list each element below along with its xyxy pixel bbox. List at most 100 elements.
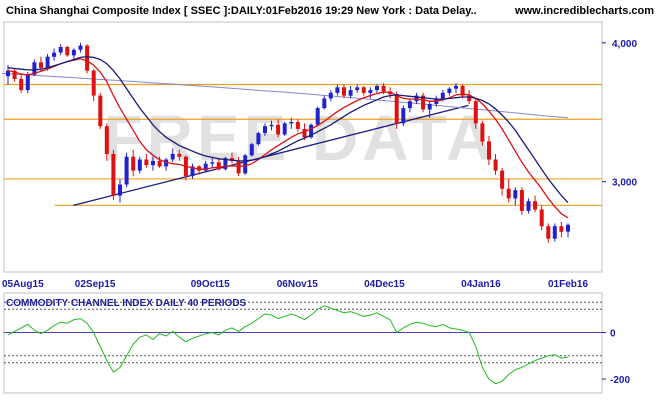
- candle-body: [447, 88, 452, 93]
- candle: [104, 123, 109, 161]
- candle: [52, 48, 57, 61]
- candle: [25, 72, 30, 93]
- candle-body: [500, 170, 505, 189]
- candle-body: [566, 224, 570, 232]
- candle: [85, 44, 90, 74]
- candle-body: [487, 141, 491, 160]
- cci-panel: COMMODITY CHANNEL INDEX DAILY 40 PERIODS…: [3, 292, 630, 394]
- candle-body: [58, 47, 63, 53]
- y-tick-label: 4,000: [612, 39, 637, 50]
- candle-body: [361, 87, 366, 93]
- candle-body: [45, 56, 50, 68]
- candle: [78, 42, 83, 53]
- candle: [71, 48, 76, 60]
- candle-body: [197, 166, 202, 171]
- candle-body: [335, 87, 340, 93]
- candle-body: [32, 62, 37, 75]
- candle-body: [230, 158, 234, 161]
- candle-body: [282, 123, 287, 135]
- candle: [447, 87, 452, 96]
- candle: [454, 83, 458, 93]
- candle: [144, 153, 149, 168]
- candle-body: [355, 87, 360, 91]
- candle: [157, 156, 162, 168]
- candle: [210, 158, 215, 168]
- candle-body: [342, 87, 346, 96]
- cci-tick-label: -200: [610, 375, 630, 386]
- candle-body: [407, 101, 412, 109]
- candle: [216, 158, 221, 171]
- candle-body: [85, 45, 90, 71]
- candle-body: [210, 162, 215, 164]
- candle: [98, 92, 103, 129]
- candle-body: [401, 108, 406, 124]
- cci-title: COMMODITY CHANNEL INDEX DAILY 40 PERIODS: [6, 298, 247, 309]
- candle-body: [137, 159, 142, 171]
- candle-body: [12, 70, 17, 79]
- candle-body: [539, 209, 544, 227]
- candle: [506, 178, 511, 203]
- candle-body: [460, 85, 465, 96]
- date-x-ticks: 05Aug15 02Sep15 09Oct15 06Nov15 04Dec15 04Jan…: [2, 279, 588, 290]
- candle: [230, 152, 234, 164]
- candle-body: [144, 159, 149, 166]
- candle: [473, 98, 478, 129]
- candle-body: [223, 158, 228, 170]
- candle-body: [216, 162, 221, 170]
- y-tick-label: 3,000: [612, 178, 637, 189]
- candle: [124, 152, 129, 188]
- candle: [249, 142, 254, 157]
- candle: [460, 84, 465, 99]
- candle-body: [493, 159, 498, 171]
- candle-body: [519, 190, 524, 211]
- candle-body: [394, 94, 399, 124]
- candle: [407, 98, 412, 113]
- candle: [309, 123, 314, 139]
- candle-body: [381, 85, 386, 92]
- x-tick-label: 05Aug15: [2, 279, 44, 290]
- candle: [539, 205, 544, 231]
- candle: [295, 119, 300, 132]
- candle-body: [440, 92, 445, 99]
- candle: [361, 85, 366, 96]
- candle-body: [375, 85, 379, 91]
- candle-body: [249, 144, 254, 156]
- candle-body: [309, 124, 314, 138]
- candle-body: [256, 133, 261, 145]
- price-y-ticks: 4,000 3,000: [602, 39, 637, 189]
- candle-body: [414, 95, 419, 102]
- candle: [401, 105, 406, 127]
- candle: [552, 223, 557, 242]
- candle-body: [25, 74, 30, 91]
- candle: [91, 69, 96, 102]
- candle-body: [151, 160, 155, 166]
- candle: [282, 122, 287, 136]
- candle-body: [526, 201, 531, 211]
- candle: [19, 73, 24, 93]
- candle: [546, 223, 551, 243]
- candle-body: [131, 156, 136, 171]
- chart-title: China Shanghai Composite Index [ SSEC ]:…: [6, 5, 477, 17]
- candle: [65, 45, 70, 57]
- candle: [335, 84, 340, 96]
- cci-tick-label: 0: [610, 329, 616, 340]
- candle-body: [78, 45, 83, 50]
- candle-body: [454, 85, 458, 89]
- candle: [368, 87, 373, 99]
- candle: [342, 84, 346, 99]
- candle-body: [6, 70, 10, 77]
- candle-body: [124, 156, 129, 185]
- candle-body: [65, 47, 70, 56]
- candle-body: [52, 52, 57, 57]
- candle: [394, 91, 399, 129]
- candle-body: [170, 153, 175, 160]
- x-tick-label: 09Oct15: [191, 279, 230, 290]
- candle: [190, 163, 195, 179]
- candle: [12, 67, 17, 82]
- candle-body: [118, 184, 122, 196]
- candle: [328, 90, 333, 102]
- cci-series-line: [7, 305, 569, 385]
- candle-body: [427, 103, 432, 110]
